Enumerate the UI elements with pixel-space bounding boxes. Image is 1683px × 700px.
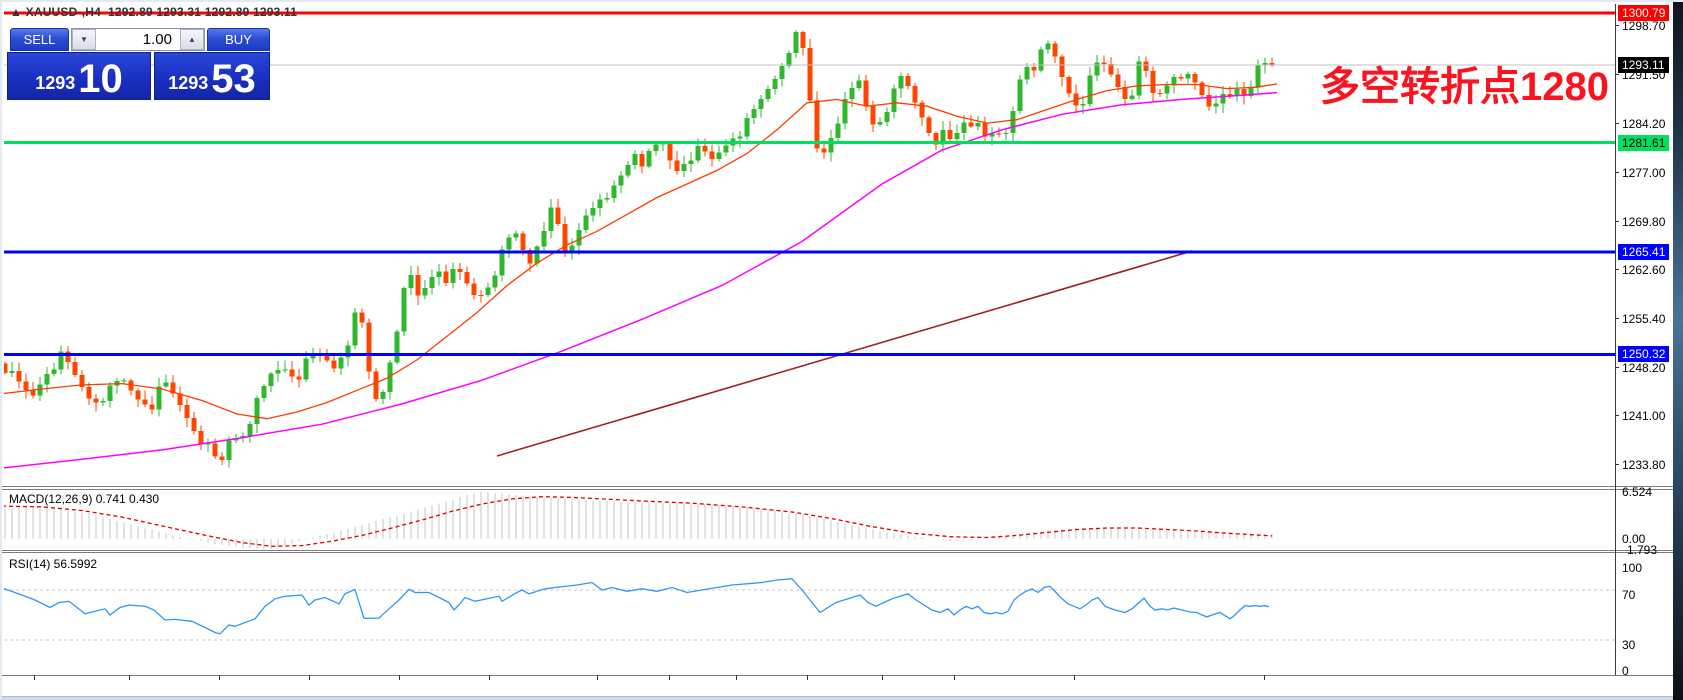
price-axis-label: 30	[1622, 638, 1636, 652]
chart-title: ▲ XAUUSD-,H4 1292.89 1293.31 1292.89 129…	[10, 5, 297, 19]
price-axis-separator	[1615, 4, 1616, 675]
price-axis-label: 1250.32	[1618, 346, 1670, 363]
time-axis-tick	[1264, 675, 1265, 680]
price-axis-label: 100	[1622, 561, 1643, 575]
time-axis-tick	[736, 675, 737, 680]
sell-button[interactable]: SELL	[10, 28, 69, 51]
price-axis-label: 1255.40	[1622, 311, 1666, 326]
price-axis-label: 1277.00	[1622, 165, 1666, 180]
time-axis-tick	[669, 675, 670, 680]
volume-input[interactable]	[96, 29, 180, 50]
axis-tick	[1615, 269, 1619, 271]
volume-stepper: ▼ ▲	[71, 28, 205, 51]
time-axis-tick	[129, 675, 130, 680]
macd-splitter-line	[2, 489, 1673, 490]
time-axis-line	[2, 675, 1673, 676]
price-axis-label: 1248.20	[1622, 360, 1666, 375]
time-axis-tick	[597, 675, 598, 680]
time-axis-tick	[219, 675, 220, 680]
buy-price-display[interactable]: 1293 53	[154, 52, 270, 100]
axis-tick	[1615, 464, 1619, 466]
price-axis-label: 1269.80	[1622, 214, 1666, 229]
chart-annotation-text: 多空转折点1280	[1320, 65, 1609, 109]
rsi-label: RSI(14) 56.5992	[9, 557, 98, 571]
ohlc-close: 1293.11	[253, 5, 298, 19]
buy-price-pips: 53	[211, 57, 256, 101]
one-click-trading-panel: SELL ▼ ▲ BUY 1293 10 1293 53	[7, 28, 270, 100]
rsi-splitter[interactable]	[2, 550, 1673, 551]
price-axis-label: 1241.00	[1622, 409, 1666, 424]
symbol-name: XAUUSD-,H4	[25, 5, 101, 19]
axis-tick	[1615, 415, 1619, 417]
axis-tick	[1615, 123, 1619, 125]
axis-tick	[1615, 220, 1619, 222]
price-axis-label: 1298.70	[1622, 19, 1666, 33]
buy-price-base: 1293	[168, 73, 209, 93]
price-axis-label: 1284.20	[1622, 117, 1666, 132]
axis-tick	[1615, 171, 1619, 173]
time-axis-tick	[34, 675, 35, 680]
time-axis-tick	[882, 675, 883, 680]
window-right-edge	[1673, 2, 1683, 700]
axis-tick	[1615, 366, 1619, 368]
ohlc-high: 1293.31	[156, 5, 202, 19]
ohlc-open: 1292.89	[108, 5, 153, 19]
buy-button[interactable]: BUY	[207, 28, 270, 51]
price-axis-label: 0	[1622, 664, 1629, 678]
trade-controls-row: SELL ▼ ▲ BUY	[7, 28, 270, 51]
price-axis-label: 1281.61	[1618, 134, 1670, 151]
price-axis-label: 1233.80	[1622, 458, 1666, 473]
price-axis-label: 1300.79	[1618, 4, 1670, 21]
sell-price-base: 1293	[35, 73, 76, 93]
price-axis-label: 0.00	[1622, 532, 1646, 546]
axis-tick	[1615, 317, 1619, 319]
symbol-marker-icon: ▲	[10, 5, 23, 19]
sell-price-display[interactable]: 1293 10	[7, 52, 151, 100]
price-axis-label: 1262.60	[1622, 263, 1666, 278]
price-axis-label: 1.793	[1627, 543, 1658, 558]
volume-decrease-button[interactable]: ▼	[72, 29, 96, 50]
time-axis[interactable]: 7 Dec 201811 Dec 16:0013 Dec 16:0017 Dec…	[2, 675, 1615, 696]
time-axis-tick	[489, 675, 490, 680]
time-axis-tick	[309, 675, 310, 680]
axis-tick	[1615, 25, 1619, 26]
sell-price-pips: 10	[78, 57, 123, 101]
price-axis-label: 70	[1622, 588, 1636, 602]
price-axis-label: 1293.11	[1618, 56, 1669, 73]
macd-subwindow[interactable]	[4, 490, 1615, 550]
price-axis-label: 1265.41	[1618, 244, 1670, 261]
macd-label: MACD(12,26,9) 0.741 0.430	[9, 492, 160, 506]
volume-increase-button[interactable]: ▲	[180, 29, 204, 50]
time-axis-tick	[399, 675, 400, 680]
price-axis[interactable]: 1298.70 1291.50 1284.20 1277.00 1269.80 1262.…	[1615, 4, 1673, 678]
price-axis-label: 6.524	[1622, 485, 1653, 500]
time-axis-tick	[954, 675, 955, 680]
axis-tick	[1615, 73, 1619, 75]
window-bottom-edge	[2, 696, 1673, 700]
rsi-subwindow[interactable]	[4, 553, 1615, 675]
ohlc-low: 1292.89	[204, 5, 250, 19]
time-axis-tick	[1074, 675, 1075, 680]
time-axis-tick	[807, 675, 808, 680]
price-chart-canvas[interactable]	[4, 4, 1615, 687]
macd-splitter[interactable]	[2, 486, 1673, 487]
rsi-splitter-line	[2, 552, 1673, 553]
